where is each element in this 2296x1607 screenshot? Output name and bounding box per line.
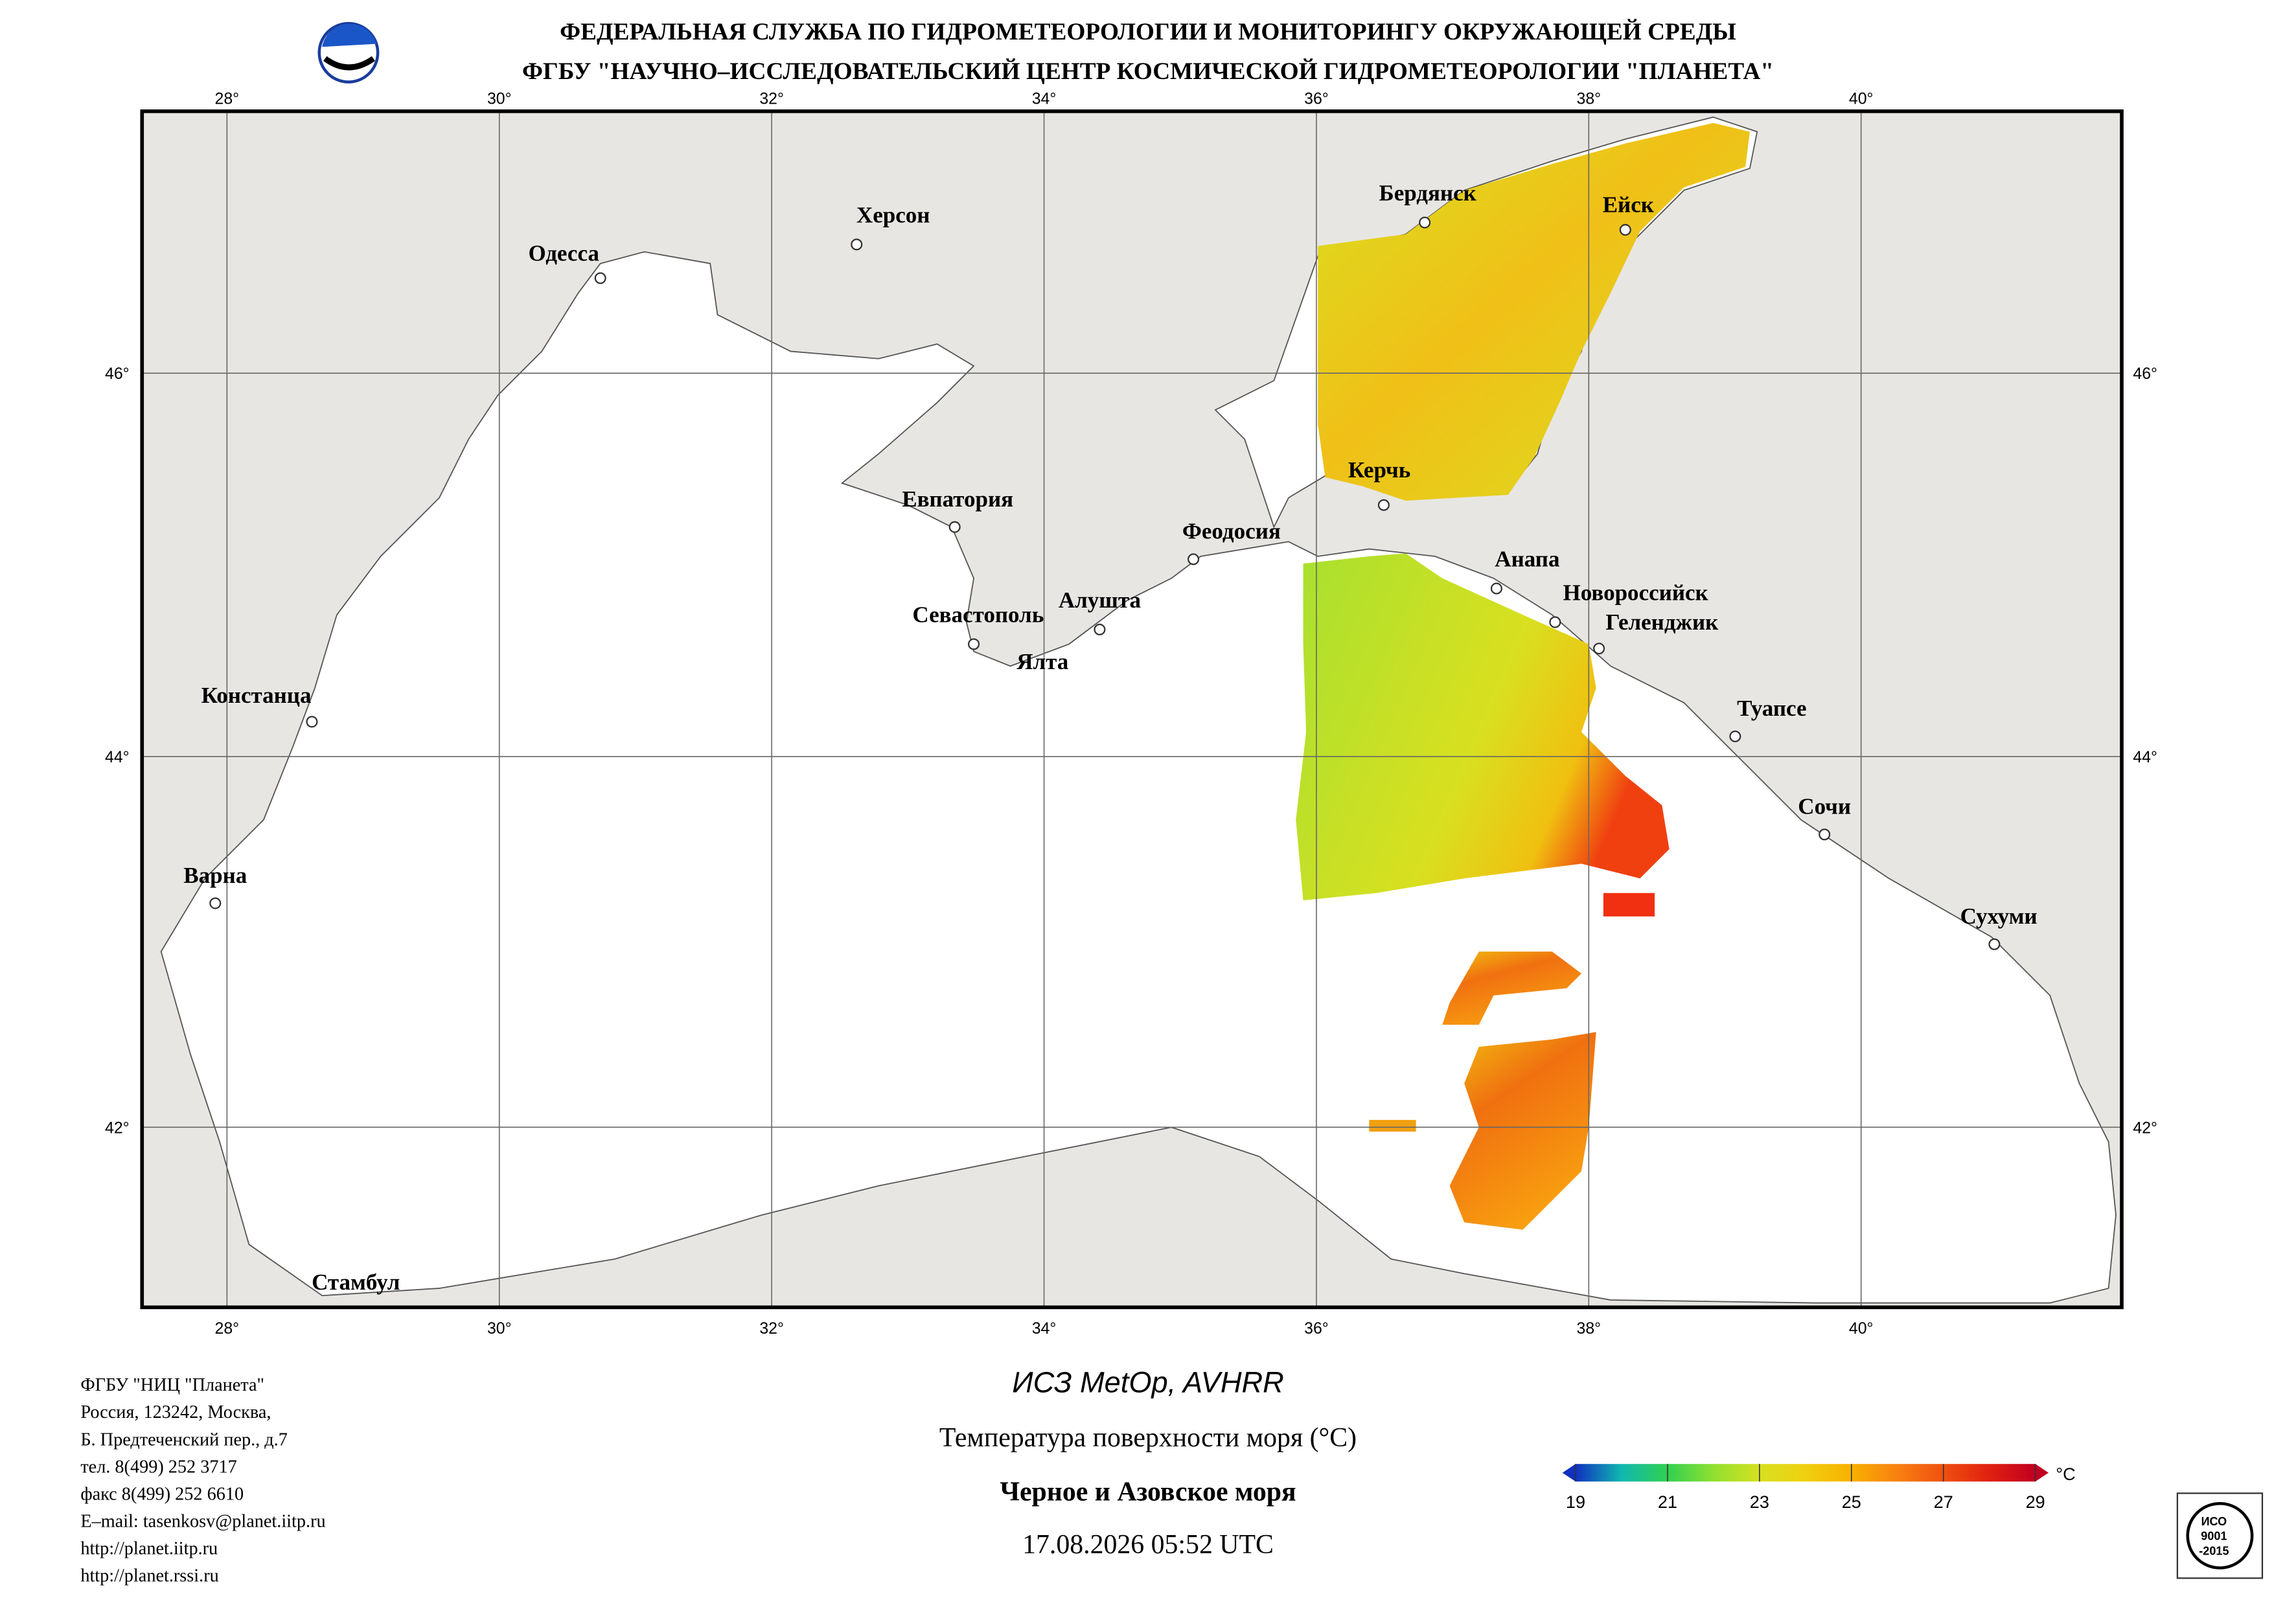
sst-azov [1318, 122, 1750, 501]
header-subtitle: ФГБУ "НАУЧНО–ИССЛЕДОВАТЕЛЬСКИЙ ЦЕНТР КОС… [522, 58, 1774, 85]
colorbar-unit: °C [2056, 1464, 2075, 1484]
address-line: факс 8(499) 252 6610 [80, 1484, 244, 1504]
city-label: Алушта [1059, 587, 1141, 613]
city-marker [948, 521, 961, 533]
city-label: Бердянск [1379, 181, 1477, 206]
city-marker [1490, 582, 1502, 595]
city-label: Констанца [201, 683, 312, 708]
sst-south-3 [1603, 893, 1655, 917]
satellite: ИСЗ MetOp, AVHRR [1012, 1365, 1283, 1398]
lon-label-top: 36° [1304, 89, 1329, 108]
lon-label-bottom: 34° [1032, 1319, 1057, 1338]
city-marker [209, 897, 222, 909]
sst-south-1 [1442, 952, 1582, 1025]
city-label: Анапа [1495, 547, 1559, 572]
colorbar-tick-label: 25 [1842, 1492, 1861, 1512]
certificate: ИСО 9001-2015 [2176, 1492, 2264, 1579]
city-marker [1819, 828, 1831, 841]
lon-label-top: 40° [1849, 89, 1874, 108]
map-area [142, 111, 2122, 1308]
lon-label-bottom: 32° [759, 1319, 784, 1338]
city-marker [851, 238, 863, 251]
lat-label-right: 42° [2133, 1119, 2157, 1137]
certificate-text: ИСО [2201, 1515, 2227, 1528]
black-sea [160, 251, 2117, 1304]
lat-label-right: 44° [2133, 748, 2157, 766]
city-label: Стамбул [312, 1270, 400, 1295]
map-frame [140, 109, 2124, 1310]
lon-label-top: 28° [215, 89, 240, 108]
city-marker [594, 272, 606, 284]
city-labels: Бердянск Ейск Херсон Одесса Керчь Евпатория Фе… [183, 181, 2038, 1295]
certificate-text: 9001 [2201, 1530, 2227, 1543]
city-marker [1549, 616, 1561, 628]
city-label: Варна [183, 863, 247, 888]
address-line: Россия, 123242, Москва, [80, 1402, 271, 1422]
lat-label-left: 46° [105, 365, 130, 383]
city-label: Керчь [1348, 457, 1410, 483]
colorbar-tick-label: 21 [1658, 1492, 1677, 1512]
city-label: Феодосия [1182, 519, 1281, 544]
lon-label-bottom: 40° [1849, 1319, 1874, 1338]
city-marker [967, 638, 980, 650]
lon-label-top: 30° [487, 89, 512, 108]
lat-label-right: 46° [2133, 365, 2157, 383]
colorbar-tick-label: 19 [1566, 1492, 1585, 1512]
region: Черное и Азовское моря [1000, 1477, 1296, 1507]
lon-label-top: 38° [1577, 89, 1601, 108]
city-label: Севастополь [912, 602, 1044, 628]
city-marker [1419, 216, 1431, 229]
address-line: http://planet.iitp.ru [80, 1538, 218, 1558]
sst-crimea [1296, 553, 1670, 901]
lon-label-top: 34° [1032, 89, 1057, 108]
colorbar [1575, 1464, 2036, 1482]
graticule: 28° 28° 30° 30° 32° 32° 34° 34° 36° 36° 38° 38° 40° 4… [105, 89, 2157, 1338]
city-label: Херсон [856, 203, 930, 228]
city-label: Геленджик [1605, 610, 1719, 635]
product: Температура поверхности моря (°C) [939, 1423, 1357, 1453]
logo [317, 21, 380, 84]
city-marker [1094, 623, 1106, 635]
address-line: Б. Предтеченский пер., д.7 [80, 1430, 288, 1450]
colorbar-tick-label: 29 [2026, 1492, 2045, 1512]
lat-label-left: 44° [105, 748, 130, 766]
address-line: http://planet.rssi.ru [80, 1566, 218, 1586]
address-line: E–mail: tasenkosv@planet.iitp.ru [80, 1511, 325, 1531]
city-label: Сухуми [1960, 904, 2038, 929]
colorbar-tick-label: 23 [1750, 1492, 1769, 1512]
city-label: Туапсе [1737, 696, 1806, 721]
city-marker [1377, 499, 1390, 511]
colorbar-min-arrow [1562, 1464, 1576, 1482]
lat-label-left: 42° [105, 1119, 130, 1137]
city-label: Ейск [1603, 192, 1655, 218]
footer: ИСЗ MetOp, AVHRR Температура поверхности… [80, 1365, 2075, 1586]
city-label: Ялта [1016, 649, 1068, 674]
city-marker [1988, 938, 2001, 950]
city-label: Евпатория [902, 486, 1013, 512]
colorbar-tick-label: 27 [1934, 1492, 1953, 1512]
header-title: ФЕДЕРАЛЬНАЯ СЛУЖБА ПО ГИДРОМЕТЕОРОЛОГИИ … [560, 18, 1736, 45]
lon-label-bottom: 38° [1577, 1319, 1601, 1338]
city-marker [1729, 730, 1741, 742]
lon-label-top: 32° [759, 89, 784, 108]
address-line: тел. 8(499) 252 3717 [80, 1457, 236, 1477]
city-label: Новороссийск [1563, 580, 1709, 606]
city-marker [1619, 223, 1631, 236]
colorbar-max-arrow [2035, 1464, 2049, 1482]
lon-label-bottom: 36° [1304, 1319, 1329, 1338]
city-marker [306, 716, 318, 728]
datetime: 17.08.2026 05:52 UTC [1022, 1530, 1274, 1560]
address-line: ФГБУ "НИЦ "Планета" [80, 1375, 264, 1395]
sst-south-4 [1369, 1120, 1416, 1132]
city-label: Одесса [528, 240, 599, 266]
city-marker [1188, 553, 1200, 565]
city-marker [1593, 643, 1605, 655]
city-label: Сочи [1798, 794, 1851, 819]
lon-label-bottom: 30° [487, 1319, 512, 1338]
lon-label-bottom: 28° [215, 1319, 240, 1338]
sst-south-2 [1449, 1032, 1596, 1230]
certificate-text: -2015 [2199, 1544, 2229, 1557]
